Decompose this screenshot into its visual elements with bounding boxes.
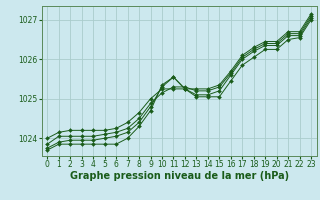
X-axis label: Graphe pression niveau de la mer (hPa): Graphe pression niveau de la mer (hPa) (70, 171, 289, 181)
